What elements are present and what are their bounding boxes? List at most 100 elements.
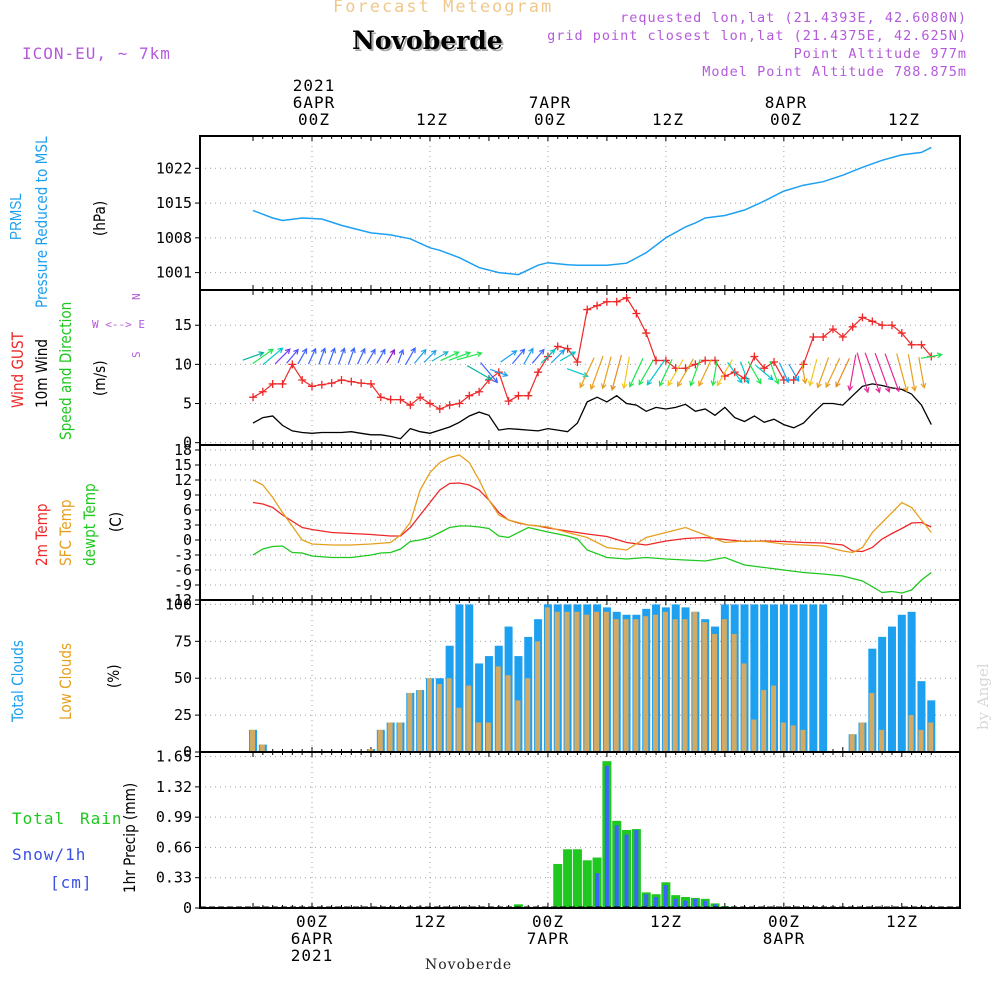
y-tick-label: 0	[183, 434, 192, 452]
low-cloud-bar	[662, 611, 668, 752]
rain-bar	[572, 849, 582, 908]
low-cloud-bar	[928, 722, 934, 752]
wind-direction-arrow	[816, 357, 830, 389]
low-cloud-bar	[712, 633, 718, 752]
wind-direction-arrow	[357, 347, 366, 365]
wind-direction-arrow	[918, 356, 927, 390]
bottom-time-label: 00Z 7APR	[526, 912, 570, 948]
low-cloud-bar	[613, 619, 619, 752]
top-time-label: 2021 6APR 00Z	[292, 76, 336, 129]
snow-bar	[663, 885, 668, 908]
wind-direction-arrow	[286, 348, 299, 364]
wind-direction-arrow	[896, 353, 909, 393]
wind-direction-arrow	[500, 350, 518, 363]
low-cloud-bar	[780, 722, 786, 752]
gust-point	[770, 358, 779, 367]
bottom-time-label: 12Z	[886, 912, 918, 931]
cloud-unit: (%)	[104, 664, 123, 688]
y-tick-label: 9	[183, 486, 192, 504]
gust-point	[396, 395, 405, 404]
wind-direction-arrow	[835, 358, 850, 388]
low-cloud-bar	[466, 685, 472, 752]
wind-direction-arrow	[274, 348, 291, 365]
low-cloud-bar	[761, 690, 767, 752]
gust-point	[524, 391, 533, 400]
panel-frame	[199, 751, 961, 909]
compass-we: W <--> E	[92, 318, 145, 331]
low-cloud-bar	[849, 734, 855, 752]
wind-direction-arrow	[307, 347, 317, 365]
total-cloud-bar	[799, 604, 808, 752]
bottom-time-label: 00Z 6APR 2021	[290, 912, 334, 965]
gust-point	[298, 376, 307, 385]
rain-bar	[563, 849, 573, 908]
low-cloud-bar	[485, 722, 491, 752]
low-cloud-bar	[436, 684, 442, 752]
wind-direction-arrow	[825, 357, 841, 389]
y-tick-label: 1008	[156, 229, 192, 247]
low-cloud-bar	[623, 619, 629, 752]
requested-coords: requested lon,lat (21.4393E, 42.6080N)	[620, 10, 967, 26]
wind-direction-arrow	[920, 352, 943, 359]
rain-bar	[553, 863, 563, 908]
wind-direction-arrow	[466, 365, 493, 381]
rain-label: Rain	[80, 809, 123, 828]
location-title: Novoberde	[352, 26, 503, 55]
gust-point	[750, 352, 759, 361]
gust-point	[376, 393, 385, 402]
y-tick-label: -12	[165, 591, 192, 609]
wind-direction-arrow	[448, 351, 472, 361]
low-cloud-bar	[426, 678, 432, 752]
gust-point	[583, 305, 592, 314]
low-cloud-bar	[564, 611, 570, 752]
low-cloud-bar	[918, 729, 924, 752]
precip-unit: 1hr Precip (mm)	[120, 782, 139, 893]
total-cloud-bar	[779, 604, 788, 752]
gust-point	[799, 360, 808, 369]
gust-point	[386, 395, 395, 404]
wind-direction-arrow	[397, 348, 405, 364]
gust-label: Wind GUST	[8, 332, 27, 408]
gust-point	[465, 391, 474, 400]
wind-direction-arrow	[318, 347, 327, 365]
gust-point	[701, 356, 710, 365]
low-cloud-bar	[259, 744, 265, 752]
wind-direction-arrow	[874, 352, 891, 393]
low-cloud-bar	[377, 729, 383, 752]
y-tick-label: 0	[183, 899, 192, 917]
compass-s: S	[130, 350, 143, 358]
y-tick-label: 12	[174, 471, 192, 489]
y-tick-label: 1.32	[156, 778, 192, 796]
wind-direction-arrow	[589, 355, 604, 391]
gust-point	[593, 301, 602, 310]
gust-point	[897, 329, 906, 338]
y-tick-label: 1022	[156, 159, 192, 177]
total-cloud-bar	[750, 604, 759, 752]
gust-point	[475, 387, 484, 396]
gust-point	[347, 377, 356, 386]
wind-direction-arrow	[347, 347, 356, 365]
wind-direction-arrow	[600, 356, 612, 390]
snow-bar	[614, 825, 619, 908]
gust-point	[602, 297, 611, 306]
low-cloud-bar	[633, 619, 639, 752]
bottom-time-label: 12Z	[414, 912, 446, 931]
gust-point	[406, 401, 415, 410]
wind-direction-arrow	[366, 348, 376, 364]
low-cloud-bar	[643, 616, 649, 752]
gust-point	[563, 344, 572, 353]
total-label: Total	[12, 809, 66, 828]
gust-point	[308, 382, 316, 391]
gust-point	[258, 387, 267, 396]
snow-bar	[644, 894, 649, 908]
wind-direction-arrow	[778, 362, 790, 384]
total-cloud-bar	[878, 636, 887, 752]
gust-point	[612, 297, 621, 306]
low-cloud-bar	[417, 690, 423, 752]
wind-direction-arrow	[808, 359, 818, 387]
low-cloud-bar	[751, 719, 757, 752]
total-cloud-bar	[475, 663, 484, 752]
top-time-label: 12Z	[888, 110, 920, 129]
low-cloud-bar	[790, 725, 796, 752]
gust-point	[907, 340, 916, 349]
